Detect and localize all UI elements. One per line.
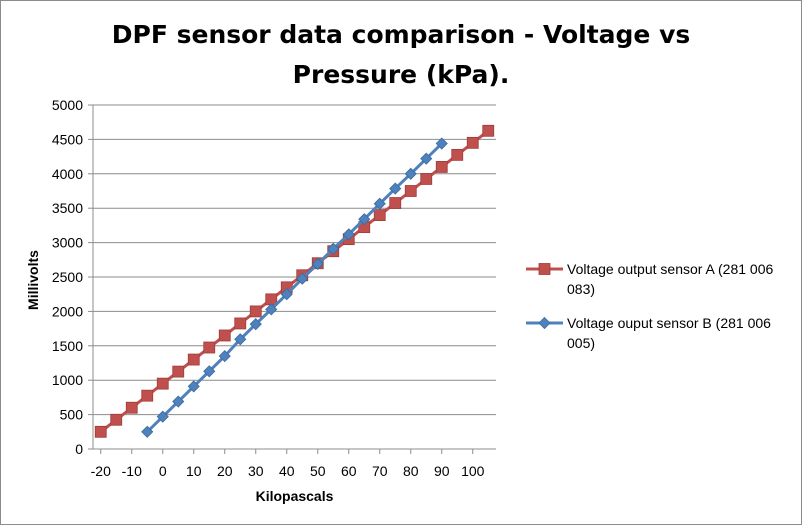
x-tick-label: 50 xyxy=(310,463,326,479)
y-tick-label: 500 xyxy=(60,407,84,423)
x-tick-label: 40 xyxy=(279,463,295,479)
data-point-b xyxy=(389,182,402,195)
x-tick-label: 30 xyxy=(248,463,264,479)
data-point-a xyxy=(373,209,386,221)
data-point-b xyxy=(265,303,278,316)
data-point-b xyxy=(187,380,200,393)
data-point-a xyxy=(466,136,479,149)
data-point-b xyxy=(373,197,386,210)
axes xyxy=(88,104,496,454)
data-point-a xyxy=(420,173,433,185)
data-point-a xyxy=(187,353,200,366)
data-point-b xyxy=(203,365,216,378)
data-point-b xyxy=(342,228,355,241)
y-tick-label: 2000 xyxy=(52,303,83,319)
y-tick-label: 0 xyxy=(75,441,83,457)
data-point-a xyxy=(218,329,231,342)
legend-label-b: Voltage ouput sensor B (281 006 005) xyxy=(567,315,771,351)
y-tick-label: 5000 xyxy=(52,97,83,113)
data-point-b xyxy=(234,333,247,346)
legend-marker-a xyxy=(538,263,551,275)
x-tick-label: -10 xyxy=(122,463,142,479)
x-tick-label: -20 xyxy=(91,463,111,479)
data-point-b xyxy=(172,395,185,408)
x-tick-label: 70 xyxy=(372,463,388,479)
x-tick-label: 10 xyxy=(186,463,202,479)
y-tick-label: 1500 xyxy=(52,338,83,354)
data-point-a xyxy=(389,197,402,209)
data-point-a xyxy=(125,401,138,414)
data-point-a xyxy=(249,305,262,318)
data-point-a xyxy=(172,365,185,378)
data-point-a xyxy=(156,377,169,390)
data-point-a xyxy=(234,317,247,330)
data-point-b xyxy=(404,167,417,180)
data-point-b xyxy=(218,350,231,363)
data-point-a xyxy=(265,293,278,306)
x-tick-label: 80 xyxy=(403,463,419,479)
data-point-b xyxy=(249,318,262,331)
data-point-b xyxy=(327,242,340,255)
y-axis-title: Millivolts xyxy=(25,250,41,310)
legend-marker-b xyxy=(538,316,551,330)
y-tick-label: 4000 xyxy=(52,166,83,182)
legend-label-a: Voltage output sensor A (281 006 083) xyxy=(567,261,773,297)
y-tick-label: 3500 xyxy=(52,200,83,216)
y-tick-label: 1000 xyxy=(52,372,83,388)
legend: Voltage output sensor A (281 006 083) Volt… xyxy=(526,261,773,351)
x-tick-label: 0 xyxy=(159,463,167,479)
data-point-a xyxy=(451,148,464,161)
data-point-b xyxy=(156,410,169,423)
data-point-a xyxy=(404,185,417,197)
data-point-b xyxy=(311,257,324,270)
x-tick-label: 20 xyxy=(217,463,233,479)
x-tick-label: 90 xyxy=(434,463,450,479)
data-point-a xyxy=(110,413,123,426)
data-point-b xyxy=(280,288,293,301)
y-tick-label: 3000 xyxy=(52,235,83,251)
data-point-b xyxy=(296,272,309,285)
data-point-b xyxy=(435,137,448,150)
data-point-b xyxy=(420,152,433,165)
y-tick-label: 4500 xyxy=(52,131,83,147)
data-point-b xyxy=(141,425,154,438)
x-tick-label: 100 xyxy=(461,463,485,479)
x-axis-title: Kilopascals xyxy=(256,488,334,504)
data-point-a xyxy=(203,341,216,354)
data-point-a xyxy=(435,161,448,173)
data-point-a xyxy=(482,124,495,137)
y-tick-label: 2500 xyxy=(52,269,83,285)
data-point-b xyxy=(358,213,371,226)
data-point-a xyxy=(94,425,107,438)
tick-labels: 0500100015002000250030003500400045005000… xyxy=(52,97,485,479)
plot-area xyxy=(94,124,495,438)
x-tick-label: 60 xyxy=(341,463,357,479)
chart-title: DPF sensor data comparison - Voltage vs … xyxy=(111,20,691,89)
data-point-a xyxy=(141,389,154,402)
